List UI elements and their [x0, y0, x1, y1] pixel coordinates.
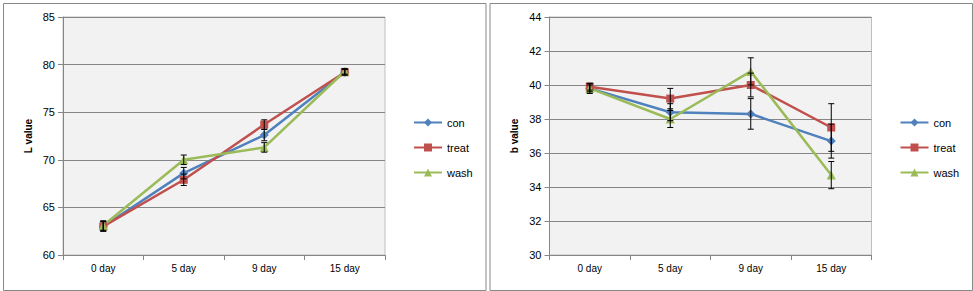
svg-text:60: 60 [43, 249, 55, 261]
svg-text:con: con [447, 117, 465, 129]
svg-text:15 day: 15 day [816, 263, 846, 274]
svg-text:15 day: 15 day [330, 263, 360, 274]
svg-text:b value: b value [509, 118, 520, 153]
svg-text:9 day: 9 day [739, 263, 763, 274]
svg-text:wash: wash [933, 167, 960, 179]
svg-text:44: 44 [529, 11, 541, 23]
svg-text:9 day: 9 day [252, 263, 276, 274]
svg-text:80: 80 [43, 59, 55, 71]
svg-text:75: 75 [43, 106, 55, 118]
svg-text:32: 32 [529, 215, 541, 227]
svg-text:65: 65 [43, 201, 55, 213]
svg-text:70: 70 [43, 154, 55, 166]
svg-text:treat: treat [447, 142, 469, 154]
svg-text:42: 42 [529, 45, 541, 57]
svg-text:L value: L value [23, 118, 34, 153]
svg-text:5 day: 5 day [658, 263, 682, 274]
svg-text:30: 30 [529, 249, 541, 261]
svg-text:5 day: 5 day [172, 263, 196, 274]
svg-text:0 day: 0 day [578, 263, 602, 274]
svg-text:38: 38 [529, 113, 541, 125]
svg-text:34: 34 [529, 181, 541, 193]
svg-text:con: con [934, 117, 952, 129]
svg-text:wash: wash [446, 167, 473, 179]
svg-text:treat: treat [934, 142, 956, 154]
svg-text:40: 40 [529, 79, 541, 91]
svg-text:36: 36 [529, 147, 541, 159]
svg-text:0 day: 0 day [91, 263, 115, 274]
svg-text:85: 85 [43, 11, 55, 23]
